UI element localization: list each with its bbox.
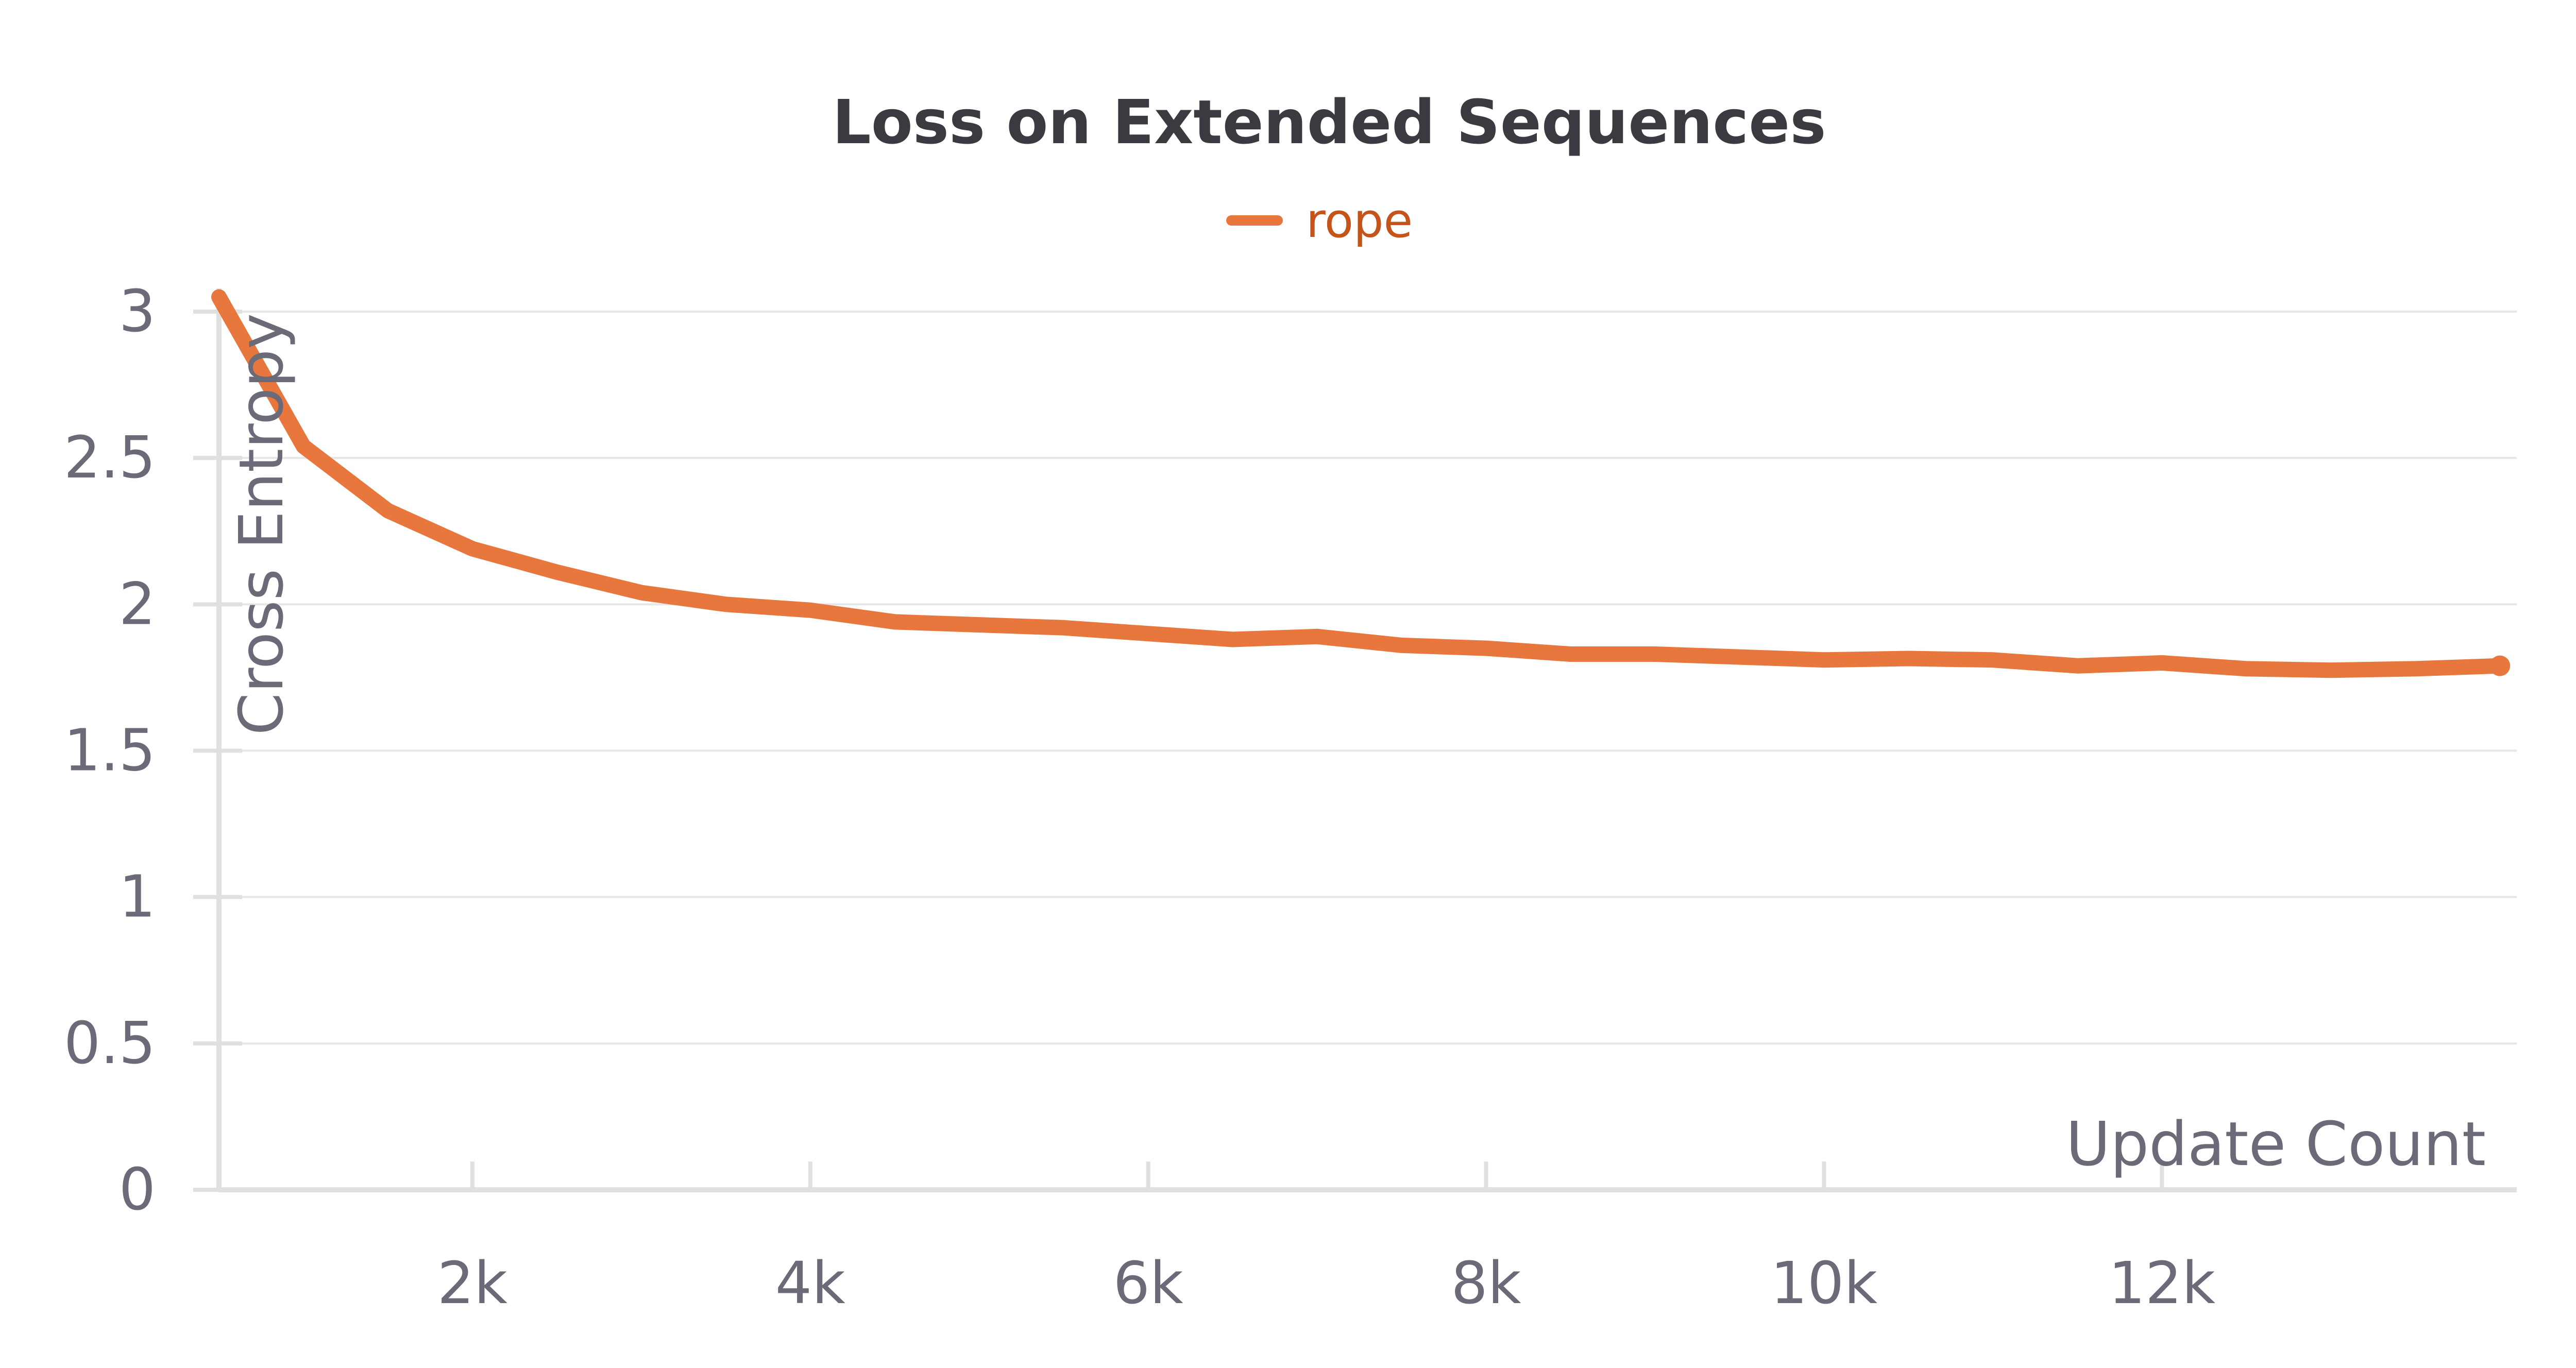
x-tick-label: 4k (775, 1250, 845, 1317)
y-tick-label: 2.5 (64, 424, 156, 491)
x-axis-label: Update Count (2066, 1108, 2486, 1179)
y-tick-label: 1 (119, 864, 156, 931)
x-tick-label: 6k (1113, 1250, 1183, 1317)
grid-layer (219, 311, 2517, 1045)
y-tick-label: 0 (119, 1156, 156, 1223)
legend[interactable]: rope (1226, 193, 1413, 248)
x-tick-label: 12k (2109, 1250, 2216, 1317)
y-tick-label: 1.5 (64, 717, 156, 784)
x-tick-label: 8k (1451, 1250, 1521, 1317)
series-end-point[interactable] (2489, 655, 2511, 676)
y-axis-label: Cross Entropy (226, 313, 297, 735)
series-layer (211, 289, 2511, 678)
axis-layer (193, 288, 2517, 1192)
y-tick-label: 2 (119, 571, 156, 638)
legend-label-rope: rope (1306, 193, 1413, 248)
x-tick-label: 2k (437, 1250, 507, 1317)
text-layer: Loss on Extended Sequences rope Update C… (64, 87, 2486, 1317)
x-tick-label: 10k (1771, 1250, 1878, 1317)
series-line-rope[interactable] (211, 289, 2508, 678)
y-tick-label: 3 (119, 278, 156, 345)
y-tick-label: 0.5 (64, 1010, 156, 1077)
chart-title: Loss on Extended Sequences (833, 87, 1826, 158)
